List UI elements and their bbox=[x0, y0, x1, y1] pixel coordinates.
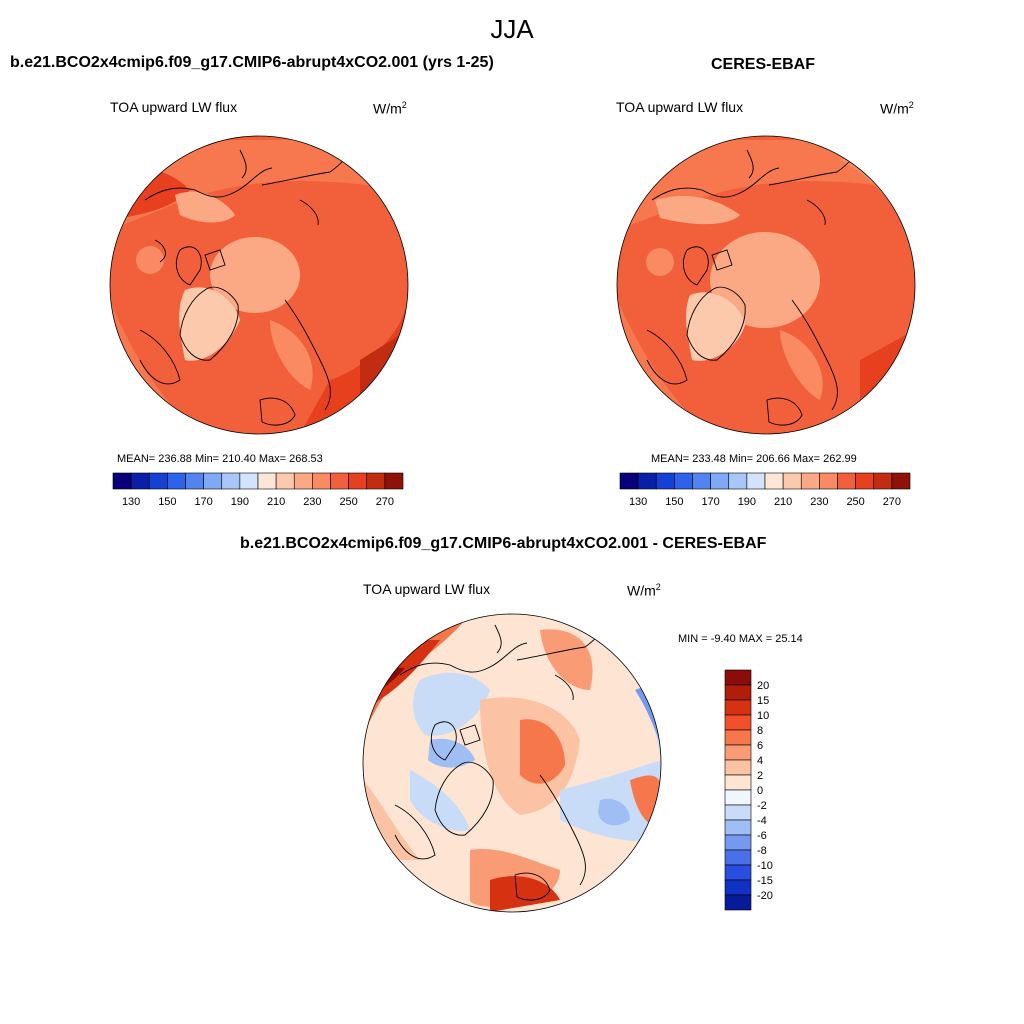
model-colorbar-box bbox=[239, 472, 259, 490]
model-colorbar-tick-label: 270 bbox=[376, 496, 394, 508]
obs-stats-text: MEAN= 233.48 Min= 206.66 Max= 262.99 bbox=[651, 453, 857, 465]
diff-variable-label: TOA upward LW flux bbox=[363, 581, 491, 597]
diff-colorbar-box bbox=[724, 849, 752, 866]
obs-colorbar-box bbox=[619, 472, 639, 490]
model-colorbar-box bbox=[221, 472, 241, 490]
obs-colorbar-box bbox=[728, 472, 748, 490]
model-colorbar-tick-label: 230 bbox=[303, 496, 321, 508]
obs-colorbar-box bbox=[855, 472, 875, 490]
diff-colorbar-tick-label: 8 bbox=[757, 725, 763, 737]
obs-colorbar-tick-label: 190 bbox=[738, 496, 756, 508]
model-colorbar-box bbox=[312, 472, 331, 490]
model-colorbar-box bbox=[148, 472, 168, 490]
diff-colorbar-tick-label: -6 bbox=[757, 830, 767, 842]
obs-colorbar-tick-label: 230 bbox=[810, 496, 828, 508]
obs-colorbar-box bbox=[873, 472, 893, 490]
model-colorbar-box bbox=[130, 472, 150, 490]
obs-colorbar-tick-label: 270 bbox=[883, 496, 901, 508]
diff-colorbar-tick-label: 2 bbox=[757, 770, 763, 782]
model-variable-label: TOA upward LW flux bbox=[110, 99, 238, 115]
diff-colorbar-box bbox=[724, 714, 752, 731]
diff-colorbar-box bbox=[724, 729, 752, 746]
obs-colorbar-box bbox=[764, 472, 784, 490]
obs-colorbar-box bbox=[637, 472, 657, 490]
diff-colorbar-box bbox=[724, 894, 752, 911]
model-colorbar-box bbox=[366, 472, 386, 490]
diff-colorbar-box bbox=[724, 684, 752, 701]
diff-colorbar-tick-label: 15 bbox=[757, 695, 769, 707]
model-colorbar-box bbox=[384, 472, 404, 490]
diff-colorbar-tick-label: 20 bbox=[757, 680, 769, 692]
model-colorbar-tick-label: 170 bbox=[194, 496, 212, 508]
diff-colorbar-box bbox=[724, 699, 752, 716]
diff-colorbar-tick-label: -2 bbox=[757, 800, 767, 812]
diff-colorbar-tick-label: -15 bbox=[757, 875, 773, 887]
model-colorbar-box bbox=[348, 472, 368, 490]
model-colorbar-tick-label: 150 bbox=[158, 496, 176, 508]
diff-colorbar-tick-label: -8 bbox=[757, 845, 767, 857]
diff-stats-text: MIN = -9.40 MAX = 25.14 bbox=[678, 633, 803, 645]
obs-units-label: W/m2 bbox=[880, 100, 914, 117]
diff-colorbar-box bbox=[724, 744, 752, 761]
obs-colorbar-box bbox=[782, 472, 802, 490]
diff-units-label: W/m2 bbox=[627, 582, 661, 599]
diff-colorbar-box bbox=[724, 864, 752, 881]
obs-polar-map bbox=[616, 135, 916, 435]
diff-colorbar-box bbox=[724, 834, 752, 851]
model-panel-title: b.e21.BCO2x4cmip6.f09_g17.CMIP6-abrupt4x… bbox=[10, 54, 494, 71]
obs-colorbar-tick-label: 170 bbox=[701, 496, 719, 508]
obs-colorbar-box bbox=[655, 472, 675, 490]
model-colorbar-tick-label: 190 bbox=[231, 496, 249, 508]
diff-colorbar-tick-label: 4 bbox=[757, 755, 763, 767]
obs-colorbar-box bbox=[710, 472, 730, 490]
obs-colorbar: 130 150 170 190 210 230 250 270 bbox=[619, 472, 911, 508]
model-colorbar-box bbox=[275, 472, 295, 490]
diff-colorbar-box bbox=[724, 789, 752, 806]
obs-colorbar-tick-label: 250 bbox=[846, 496, 864, 508]
obs-colorbar-tick-label: 210 bbox=[774, 496, 792, 508]
obs-colorbar-box bbox=[800, 472, 820, 490]
diff-colorbar-box bbox=[724, 774, 752, 791]
diff-colorbar-tick-label: -10 bbox=[757, 860, 773, 872]
obs-colorbar-box bbox=[692, 472, 711, 490]
diff-colorbar-box bbox=[724, 759, 752, 776]
obs-colorbar-box bbox=[891, 472, 911, 490]
diff-colorbar-box bbox=[724, 669, 752, 686]
model-colorbar: 130 150 170 190 210 230 250 270 bbox=[112, 472, 404, 508]
model-colorbar-box bbox=[112, 472, 132, 490]
obs-colorbar-tick-label: 130 bbox=[629, 496, 647, 508]
model-colorbar-tick-label: 210 bbox=[267, 496, 285, 508]
obs-colorbar-box bbox=[819, 472, 838, 490]
diff-colorbar-tick-label: -20 bbox=[757, 890, 773, 902]
diff-colorbar-box bbox=[724, 879, 752, 896]
obs-colorbar-box bbox=[746, 472, 766, 490]
diff-colorbar-tick-label: -4 bbox=[757, 815, 767, 827]
obs-colorbar-box bbox=[674, 472, 693, 490]
diff-panel-title: b.e21.BCO2x4cmip6.f09_g17.CMIP6-abrupt4x… bbox=[240, 535, 767, 552]
diff-colorbar-box bbox=[724, 819, 752, 836]
model-stats-text: MEAN= 236.88 Min= 210.40 Max= 268.53 bbox=[117, 453, 323, 465]
model-colorbar-box bbox=[167, 472, 186, 490]
diff-colorbar-box bbox=[724, 804, 752, 821]
model-units-label: W/m2 bbox=[373, 100, 407, 117]
obs-colorbar-tick-label: 150 bbox=[665, 496, 683, 508]
season-title: JJA bbox=[490, 14, 534, 44]
diff-colorbar-tick-label: 6 bbox=[757, 740, 763, 752]
obs-colorbar-box bbox=[837, 472, 856, 490]
diff-colorbar-tick-label: 0 bbox=[757, 785, 763, 797]
obs-panel-title: CERES-EBAF bbox=[711, 56, 816, 73]
model-colorbar-tick-label: 250 bbox=[339, 496, 357, 508]
model-colorbar-box bbox=[293, 472, 313, 490]
obs-variable-label: TOA upward LW flux bbox=[616, 99, 744, 115]
model-polar-map bbox=[109, 135, 409, 435]
diff-colorbar-tick-label: 10 bbox=[757, 710, 769, 722]
diff-polar-map bbox=[362, 613, 662, 913]
model-colorbar-box bbox=[203, 472, 223, 490]
model-colorbar-tick-label: 130 bbox=[122, 496, 140, 508]
model-colorbar-box bbox=[330, 472, 349, 490]
model-colorbar-box bbox=[257, 472, 277, 490]
model-colorbar-box bbox=[185, 472, 204, 490]
